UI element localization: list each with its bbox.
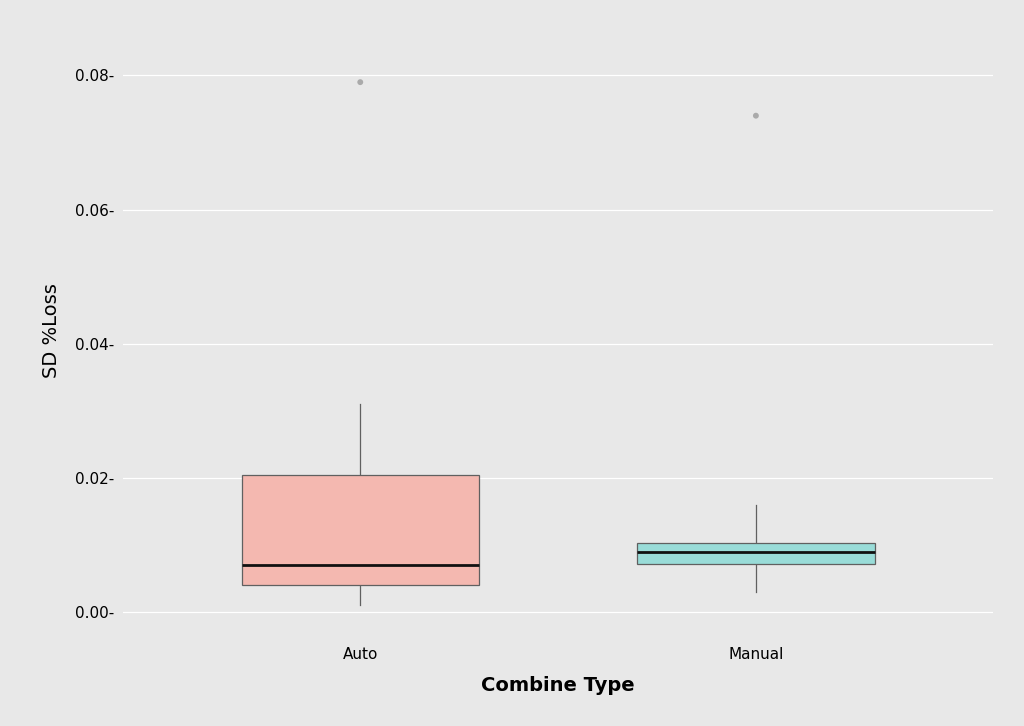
Point (748, 110, 764, 121)
Bar (242, 475, 479, 585)
X-axis label: Combine Type: Combine Type (481, 676, 635, 695)
Point (352, 76, 369, 88)
Y-axis label: SD %Loss: SD %Loss (42, 283, 61, 378)
Bar (637, 543, 874, 564)
